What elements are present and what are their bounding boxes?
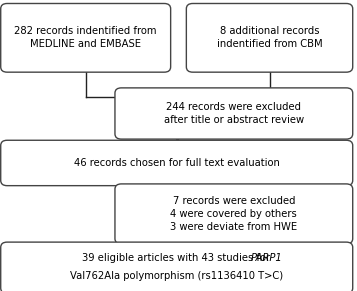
Text: 282 records indentified from
MEDLINE and EMBASE: 282 records indentified from MEDLINE and… <box>14 26 157 49</box>
FancyBboxPatch shape <box>1 140 353 186</box>
Text: 39 eligible articles with 43 studies for: 39 eligible articles with 43 studies for <box>82 253 273 263</box>
FancyBboxPatch shape <box>186 3 353 72</box>
FancyBboxPatch shape <box>115 88 353 139</box>
Text: 46 records chosen for full text evaluation: 46 records chosen for full text evaluati… <box>74 158 280 168</box>
Text: 7 records were excluded
4 were covered by others
3 were deviate from HWE: 7 records were excluded 4 were covered b… <box>170 196 297 232</box>
Text: PARP1: PARP1 <box>251 253 282 263</box>
Text: Val762Ala polymorphism (rs1136410 T>C): Val762Ala polymorphism (rs1136410 T>C) <box>70 271 283 281</box>
FancyBboxPatch shape <box>115 184 353 244</box>
FancyBboxPatch shape <box>1 242 353 291</box>
Text: 8 additional records
indentified from CBM: 8 additional records indentified from CB… <box>217 26 322 49</box>
FancyBboxPatch shape <box>1 3 171 72</box>
Text: 244 records were excluded
after title or abstract review: 244 records were excluded after title or… <box>164 102 304 125</box>
